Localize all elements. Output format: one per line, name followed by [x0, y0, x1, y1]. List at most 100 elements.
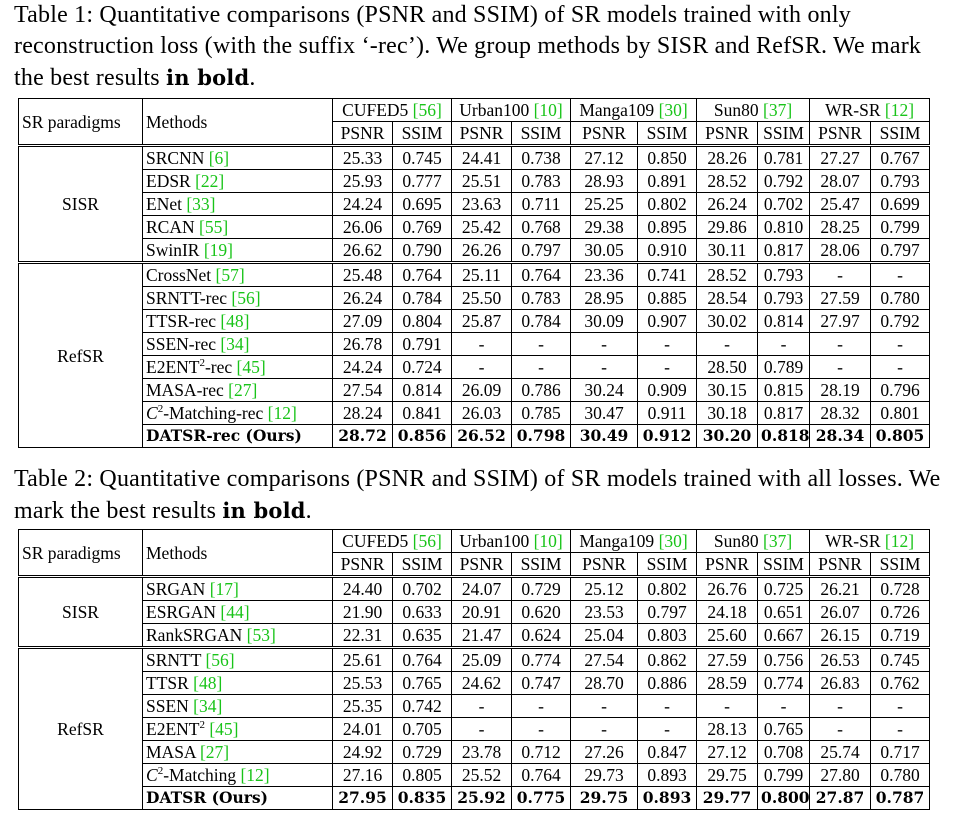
- method-citation[interactable]: [12]: [267, 403, 297, 423]
- method-citation[interactable]: [55]: [199, 217, 229, 237]
- value-cell: 0.729: [392, 740, 452, 764]
- method-citation[interactable]: [44]: [220, 602, 250, 622]
- dataset-citation[interactable]: [30]: [658, 531, 688, 551]
- method-citation[interactable]: [53]: [246, 625, 276, 645]
- value-cell: 30.05: [570, 238, 639, 263]
- dataset-citation[interactable]: [56]: [412, 531, 442, 551]
- method-cell: C2-Matching [12]: [142, 763, 333, 787]
- best-row: DATSR (Ours) 27.95 0.835 25.92 0.775 29.75 0.8…: [19, 786, 931, 810]
- method-citation[interactable]: [45]: [236, 357, 266, 377]
- value-cell: 26.24: [332, 286, 393, 310]
- dataset-citation[interactable]: [12]: [884, 100, 915, 120]
- method-cell: E2ENT2 [45]: [142, 717, 333, 741]
- method-citation[interactable]: [6]: [208, 148, 230, 169]
- value-cell: 27.26: [570, 740, 639, 764]
- method-cell: SRNTT [56]: [142, 646, 333, 672]
- header-metric: SSIM: [757, 121, 811, 146]
- value-cell: 30.47: [570, 401, 639, 425]
- value-cell: 0.769: [392, 215, 452, 239]
- table2-caption: Table 2: Quantitative comparisons (PSNR …: [14, 464, 946, 527]
- method-citation[interactable]: [48]: [193, 673, 223, 693]
- method-citation[interactable]: [27]: [228, 380, 258, 400]
- value-cell: 0.651: [757, 600, 811, 624]
- method-superscript: 2: [157, 403, 164, 416]
- value-cell: -: [870, 355, 931, 379]
- value-cell: 0.620: [510, 600, 572, 624]
- value-cell: -: [696, 332, 759, 356]
- value-cell: 22.31: [332, 623, 393, 648]
- value-cell: -: [510, 694, 572, 718]
- value-cell: 28.19: [809, 378, 872, 402]
- method-citation[interactable]: [45]: [209, 719, 239, 739]
- value-cell: 0.728: [870, 575, 931, 601]
- paradigm-cell: SISR: [18, 144, 143, 263]
- table-row: SRNTT-rec [56] 26.24 0.784 25.50 0.783 28.95 0…: [19, 286, 931, 310]
- table-row: C2-Matching [12] 27.16 0.805 25.52 0.764 29.7…: [19, 763, 931, 787]
- method-citation[interactable]: [33]: [186, 194, 216, 214]
- method-citation[interactable]: [19]: [203, 240, 234, 260]
- value-cell: 0.803: [637, 623, 698, 648]
- value-cell: 0.910: [637, 238, 698, 263]
- method-cell: TTSR [48]: [142, 671, 333, 695]
- value-cell: 25.09: [451, 646, 512, 672]
- header-methods: Methods: [142, 98, 333, 146]
- value-cell: -: [870, 694, 931, 718]
- method-cell: DATSR (Ours): [142, 786, 333, 810]
- value-cell: 28.32: [809, 401, 872, 425]
- value-cell: 26.53: [809, 646, 872, 672]
- table2: SR paradigms Methods CUFED5 [56] Urban100 […: [18, 529, 931, 810]
- table-row: MASA [27] 24.92 0.729 23.78 0.712 27.26 0.847 2…: [19, 740, 931, 764]
- value-cell: 25.74: [809, 740, 872, 764]
- header-row-datasets: SR paradigms Methods CUFED5 [56] Urban100 […: [18, 529, 931, 577]
- value-cell: 0.711: [510, 192, 572, 216]
- dataset-citation[interactable]: [56]: [412, 100, 442, 120]
- method-citation[interactable]: [34]: [193, 696, 223, 716]
- value-cell: 0.792: [757, 169, 811, 193]
- dataset-citation[interactable]: [37]: [763, 531, 793, 551]
- dataset-citation[interactable]: [37]: [763, 100, 793, 120]
- value-cell: 25.33: [332, 144, 393, 170]
- value-cell: 0.667: [757, 623, 811, 648]
- header-dataset: CUFED5 [56]: [332, 529, 452, 553]
- method-citation[interactable]: [17]: [209, 579, 239, 600]
- method-name: EDSR: [146, 171, 196, 191]
- value-cell: 0.787: [870, 786, 931, 810]
- value-cell: -: [809, 261, 872, 287]
- header-row-metrics: PSNR SSIM PSNR SSIM PSNR SSIM PSNR SSIM PSNR SSIM: [19, 552, 931, 577]
- method-citation[interactable]: [27]: [199, 742, 230, 762]
- method-citation[interactable]: [48]: [220, 311, 250, 331]
- value-cell: 0.805: [870, 424, 931, 448]
- value-cell: 25.61: [332, 646, 393, 672]
- value-cell: 26.76: [696, 575, 759, 601]
- method-cell: CrossNet [57]: [142, 261, 333, 287]
- dataset-citation[interactable]: [12]: [884, 531, 915, 551]
- value-cell: -: [637, 717, 698, 741]
- value-cell: 29.38: [570, 215, 639, 239]
- value-cell: 28.54: [696, 286, 759, 310]
- value-cell: 0.712: [510, 740, 572, 764]
- method-name: SRCNN: [146, 148, 209, 169]
- method-citation[interactable]: [22]: [195, 171, 225, 191]
- value-cell: 0.726: [870, 600, 931, 624]
- method-citation[interactable]: [57]: [215, 265, 245, 286]
- method-citation[interactable]: [56]: [205, 650, 235, 671]
- value-cell: 0.790: [392, 238, 452, 263]
- dataset-name: WR-SR: [825, 100, 885, 120]
- dataset-citation[interactable]: [10]: [533, 100, 563, 120]
- value-cell: -: [809, 694, 872, 718]
- method-citation[interactable]: [12]: [240, 765, 270, 785]
- method-cell: SwinIR [19]: [142, 238, 333, 263]
- value-cell: 0.756: [757, 646, 811, 672]
- value-cell: 27.59: [696, 646, 759, 672]
- value-cell: 24.01: [332, 717, 393, 741]
- header-dataset: WR-SR [12]: [809, 529, 931, 553]
- method-citation[interactable]: [34]: [220, 334, 250, 354]
- method-citation[interactable]: [56]: [231, 288, 261, 308]
- value-cell: 26.21: [809, 575, 872, 601]
- method-cell: SRNTT-rec [56]: [142, 286, 333, 310]
- dataset-citation[interactable]: [30]: [658, 100, 688, 120]
- method-name: SRNTT-rec: [146, 288, 232, 308]
- value-cell: 0.780: [870, 286, 931, 310]
- dataset-citation[interactable]: [10]: [533, 531, 563, 551]
- header-metric: SSIM: [757, 552, 811, 577]
